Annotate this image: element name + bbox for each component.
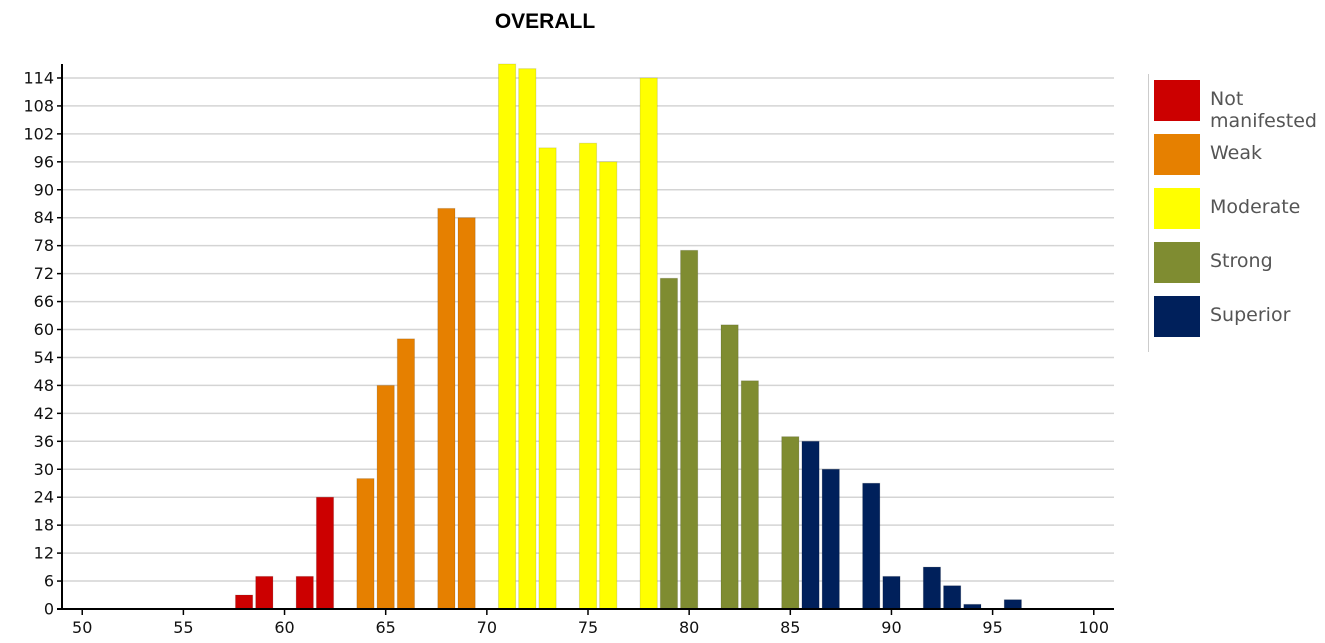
- bar: [457, 217, 476, 610]
- bar: [781, 436, 800, 610]
- bar: [720, 324, 739, 610]
- y-tick-label: 48: [34, 376, 54, 395]
- legend-swatch: [1154, 188, 1200, 229]
- y-tick-label: 36: [34, 432, 54, 451]
- x-tick-label: 55: [173, 618, 193, 637]
- bar: [862, 482, 881, 610]
- axes: [57, 64, 1114, 610]
- y-tick-label: 84: [34, 208, 54, 227]
- y-tick-label: 78: [34, 236, 54, 255]
- legend-item: Not manifested: [1154, 80, 1318, 132]
- y-tick-label: 6: [44, 572, 54, 591]
- y-tick-label: 96: [34, 152, 54, 171]
- x-tick-label: 60: [274, 618, 294, 637]
- bar: [234, 594, 254, 610]
- y-tick-label: 66: [34, 292, 54, 311]
- x-tick-label: 75: [578, 618, 598, 637]
- x-tick-label: 50: [72, 618, 92, 637]
- legend-label: Weak: [1210, 142, 1263, 164]
- bar: [437, 207, 456, 610]
- legend-item: Superior: [1154, 296, 1318, 337]
- bar: [740, 380, 759, 610]
- x-tick-label: 70: [477, 618, 497, 637]
- histogram-chart: 0 6 12 18 24 30 36 42 48 54 60 66 72 78 84 90 96 102 108 11…: [23, 63, 1114, 637]
- y-tick-label: 54: [34, 348, 54, 367]
- legend-label: Superior: [1210, 304, 1291, 326]
- bar: [821, 468, 840, 610]
- bar: [1003, 599, 1022, 610]
- bar: [518, 68, 537, 610]
- legend-label: Moderate: [1210, 196, 1301, 218]
- y-tick-label: 90: [34, 180, 54, 199]
- y-tick-label: 60: [34, 320, 54, 339]
- chart-title: OVERALL: [494, 10, 596, 33]
- x-tick-label: 100: [1078, 618, 1109, 637]
- bar: [639, 77, 658, 610]
- legend-swatch: [1154, 296, 1200, 337]
- legend-swatch: [1154, 134, 1200, 175]
- legend-label: Not manifested: [1210, 88, 1317, 132]
- bars: [234, 63, 1022, 610]
- bar: [315, 496, 335, 610]
- y-tick-label: 12: [34, 544, 54, 563]
- y-tick-label: 72: [34, 264, 54, 283]
- bar: [578, 142, 598, 610]
- x-tick-label: 90: [881, 618, 901, 637]
- legend-swatch: [1154, 80, 1200, 121]
- bar: [538, 147, 557, 610]
- bar: [680, 249, 699, 610]
- legend-label: Strong: [1210, 250, 1273, 272]
- y-tick-label: 30: [34, 460, 54, 479]
- bar: [497, 63, 517, 610]
- y-tick-label: 18: [34, 516, 54, 535]
- y-tick-label: 108: [23, 96, 54, 115]
- y-tick-label: 102: [23, 124, 54, 143]
- legend-item: Strong: [1154, 242, 1318, 283]
- legend-swatch: [1154, 242, 1200, 283]
- bar: [396, 338, 416, 610]
- legend-item: Weak: [1154, 134, 1318, 175]
- y-tick-label: 24: [34, 488, 54, 507]
- y-axis-ticks: 0 6 12 18 24 30 36 42 48 54 60 66 72 78 84 90 96 102 108 11…: [23, 68, 62, 619]
- bar: [922, 566, 942, 610]
- bar: [599, 161, 618, 610]
- legend: Not manifested Weak Moderate Strong Superior: [1148, 74, 1321, 352]
- bar: [356, 478, 375, 610]
- y-tick-label: 0: [44, 600, 54, 619]
- bar: [943, 585, 962, 610]
- bar: [255, 575, 274, 610]
- bar: [659, 277, 679, 610]
- legend-item: Moderate: [1154, 188, 1318, 229]
- x-tick-label: 95: [982, 618, 1002, 637]
- y-tick-label: 114: [23, 68, 54, 87]
- y-tick-label: 42: [34, 404, 54, 423]
- bar: [376, 384, 395, 610]
- bar: [295, 575, 314, 610]
- x-tick-label: 80: [679, 618, 699, 637]
- bar: [882, 575, 901, 610]
- x-tick-label: 65: [376, 618, 396, 637]
- bar: [801, 440, 820, 610]
- x-axis-ticks: 50 55 60 65 70 75 80 85 90 95 100: [72, 609, 1109, 637]
- x-tick-label: 85: [780, 618, 800, 637]
